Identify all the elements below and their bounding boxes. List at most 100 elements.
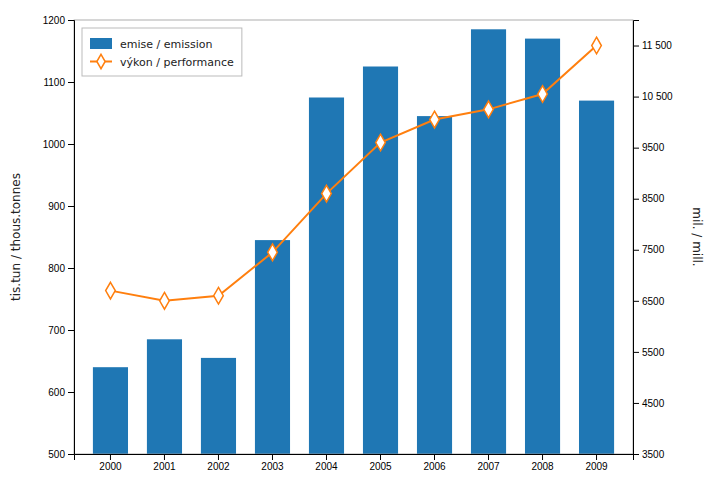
bar: [525, 39, 560, 454]
tick-label: 2006: [423, 461, 446, 472]
tick-mark: [633, 97, 639, 98]
y-axis: 500600700800900100011001200: [43, 15, 75, 460]
tick: 7500: [633, 244, 665, 255]
marker: [376, 134, 386, 151]
tick: 2003: [261, 454, 284, 472]
bar: [93, 367, 128, 454]
tick: 3500: [633, 449, 665, 460]
tick: 6500: [633, 296, 665, 307]
tick-mark: [68, 268, 74, 269]
tick: 1100: [43, 77, 74, 88]
chart: 2000 2001 2002 2003 2004 2005 2006 2007 2008 2009…: [0, 0, 707, 490]
axis-line: [68, 21, 75, 455]
tick-label: 900: [48, 201, 65, 212]
tick: 2000: [99, 454, 122, 472]
tick-mark: [68, 454, 74, 455]
legend-item: výkon / performance: [90, 54, 234, 69]
plot-frame: [74, 20, 633, 454]
tick: 1000: [43, 139, 74, 150]
marker: [322, 185, 332, 202]
tick-label: 600: [48, 387, 65, 398]
legend-label: emise / emission: [120, 38, 213, 51]
bar: [363, 67, 398, 455]
tick-mark: [110, 454, 111, 460]
marker: [106, 282, 116, 299]
tick-label: 10 500: [642, 91, 673, 102]
tick: 5500: [633, 347, 665, 358]
bar: [309, 98, 344, 455]
bar: [417, 116, 452, 454]
tick: 10 500: [633, 91, 673, 102]
legend-box: [82, 28, 242, 76]
axis-title: mil. / mill.: [690, 207, 704, 266]
tick-mark: [218, 454, 219, 460]
tick-mark: [596, 454, 597, 460]
tick-mark: [542, 454, 543, 460]
tick: 2007: [477, 454, 500, 472]
tick: 2006: [423, 454, 446, 472]
tick-label: 11 500: [642, 40, 672, 51]
tick: 9500: [633, 142, 665, 153]
tick-mark: [633, 148, 639, 149]
marker: [430, 111, 440, 128]
bar: [255, 240, 290, 454]
tick: 2008: [531, 454, 554, 472]
bar: [579, 101, 614, 454]
tick-mark: [633, 403, 639, 404]
tick-mark: [380, 454, 381, 460]
tick-mark: [633, 199, 639, 200]
tick: 500: [48, 449, 74, 460]
tick: 2001: [153, 454, 176, 472]
marker: [268, 244, 278, 261]
tick-label: 8500: [642, 193, 665, 204]
tick: 8500: [633, 193, 665, 204]
tick-label: 2000: [99, 461, 122, 472]
tick-mark: [633, 46, 639, 47]
markers: [106, 37, 602, 309]
tick: 600: [48, 387, 74, 398]
tick: 700: [48, 325, 74, 336]
tick-label: 3500: [642, 449, 665, 460]
tick-label: 2009: [585, 461, 608, 472]
tick: 2005: [369, 454, 392, 472]
tick-mark: [633, 301, 639, 302]
marker: [538, 86, 548, 103]
tick-label: 2007: [477, 461, 500, 472]
tick-label: 4500: [642, 398, 665, 409]
x-axis: 2000 2001 2002 2003 2004 2005 2006 2007 2008 2009: [75, 454, 634, 472]
marker: [484, 101, 494, 118]
tick-mark: [164, 454, 165, 460]
bar: [201, 358, 236, 454]
tick-mark: [488, 454, 489, 460]
tick: 2004: [315, 454, 338, 472]
tick-mark: [68, 330, 74, 331]
legend-item: emise / emission: [90, 38, 213, 51]
tick-label: 2005: [369, 461, 392, 472]
tick-mark: [434, 454, 435, 460]
axis-line: [634, 21, 640, 455]
bar: [147, 339, 182, 454]
tick: 11 500: [633, 40, 672, 51]
marker: [214, 287, 224, 304]
tick-mark: [326, 454, 327, 460]
tick-label: 1200: [43, 15, 66, 26]
tick-mark: [68, 144, 74, 145]
axis-title: tis.tun / thous.tonnes: [9, 173, 23, 301]
tick-label: 2001: [153, 461, 176, 472]
tick-mark: [633, 352, 639, 353]
tick: 2002: [207, 454, 230, 472]
tick-label: 9500: [642, 142, 665, 153]
tick-label: 500: [48, 449, 65, 460]
legend-label: výkon / performance: [120, 56, 234, 69]
legend-swatch: [90, 38, 112, 49]
marker: [592, 37, 602, 54]
tick-mark: [68, 206, 74, 207]
tick-mark: [633, 250, 639, 251]
tick-label: 7500: [642, 244, 665, 255]
tick-label: 2003: [261, 461, 284, 472]
marker: [160, 292, 170, 309]
tick-label: 2002: [207, 461, 230, 472]
tick-label: 1100: [43, 77, 65, 88]
tick-label: 1000: [43, 139, 66, 150]
y2-axis: 3500 4500 5500 6500 7500 8500 9500 10 500 11 500: [633, 21, 673, 460]
